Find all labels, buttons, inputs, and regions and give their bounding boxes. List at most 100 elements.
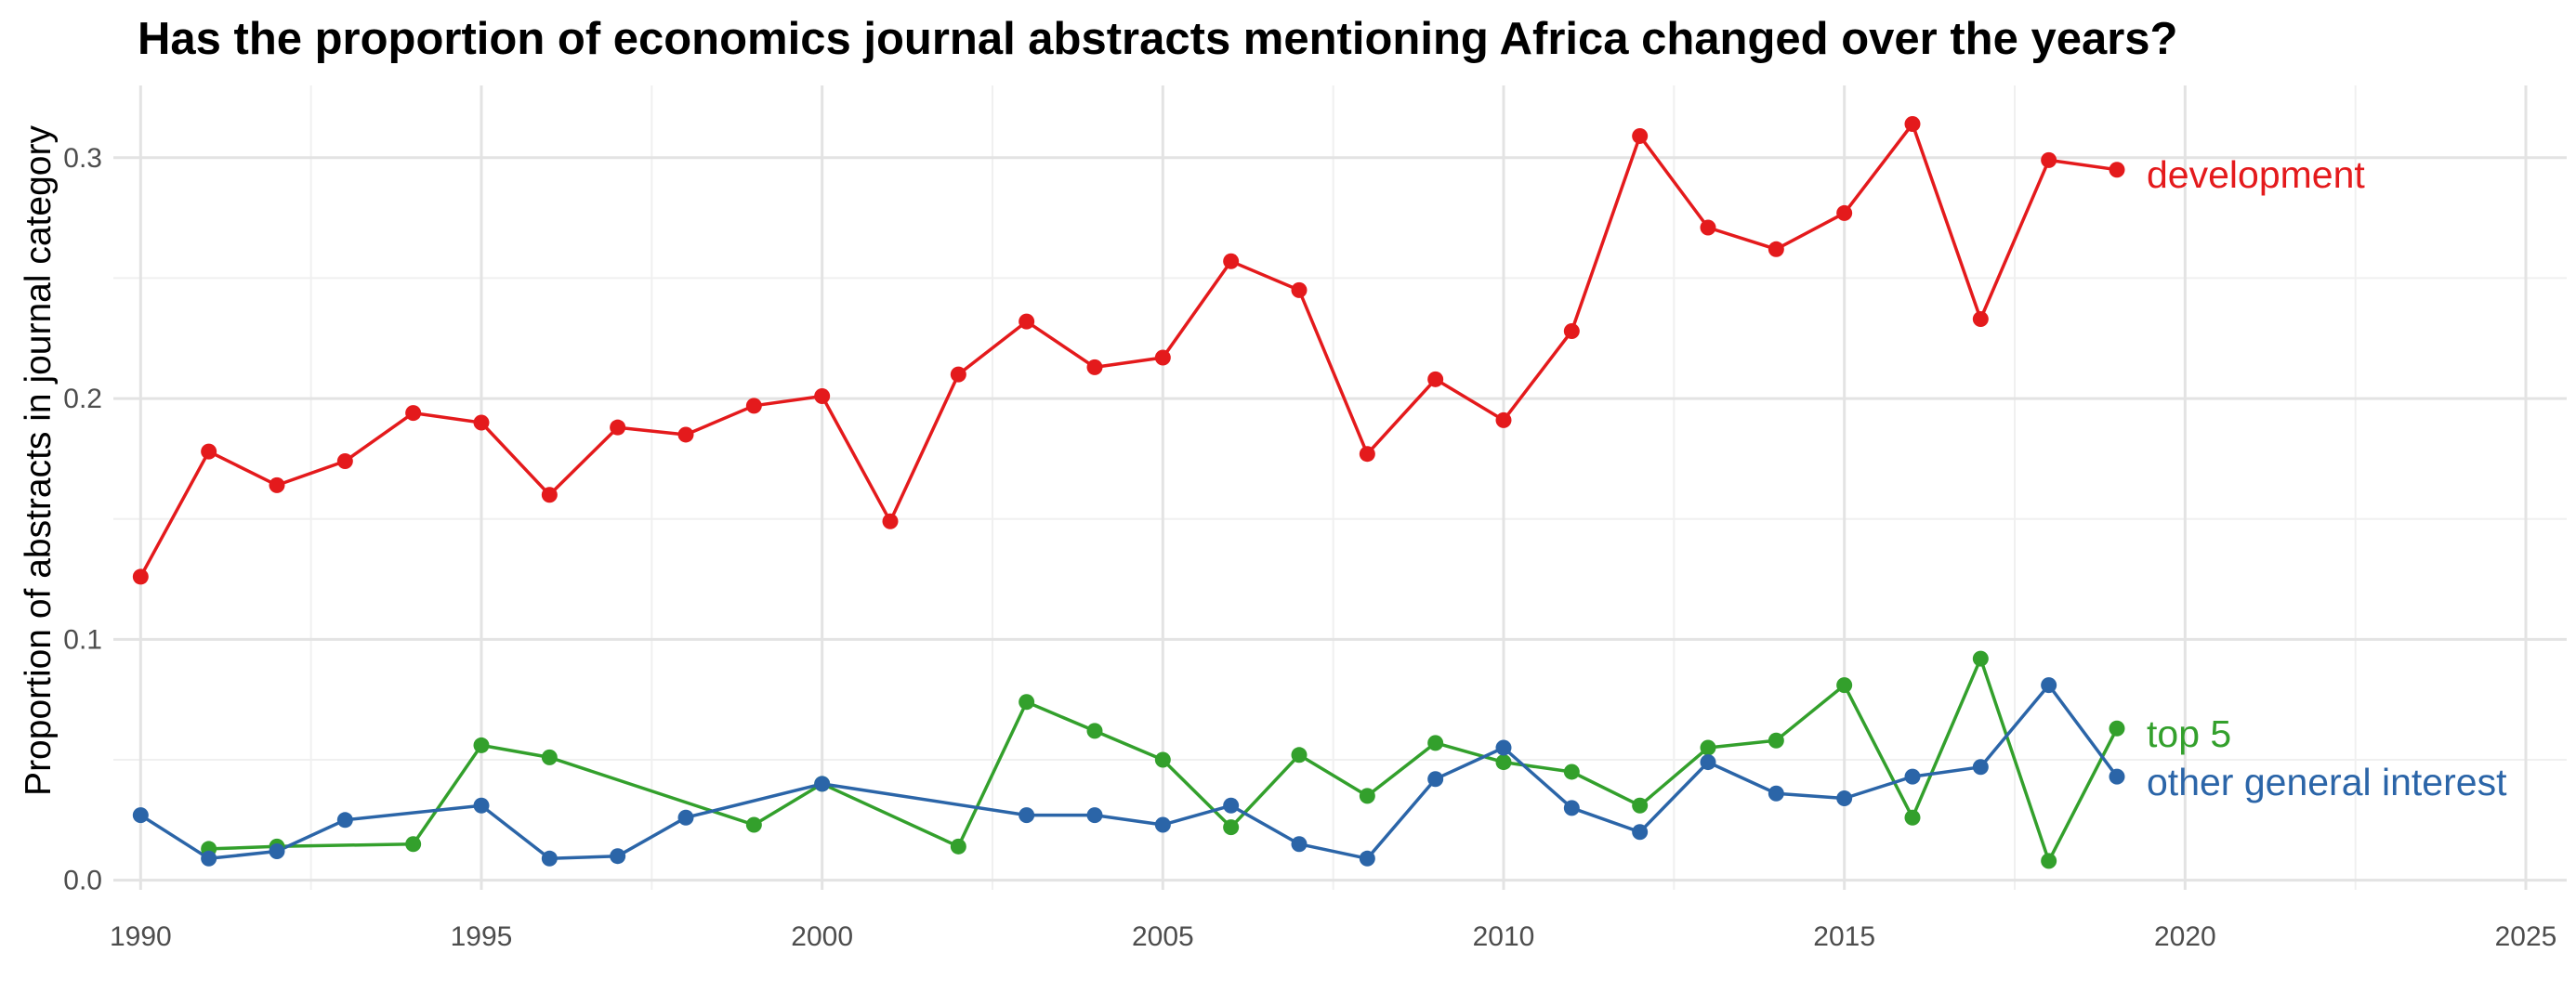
minor-gridlines [113, 85, 2567, 890]
data-point-development [201, 443, 217, 460]
data-point-development [1019, 313, 1035, 330]
data-point-development [1904, 115, 1921, 132]
data-point-other-general-interest [336, 812, 353, 829]
data-point-development [1359, 446, 1375, 463]
data-point-development [950, 366, 966, 383]
data-point-other-general-interest [1904, 768, 1921, 785]
x-tick-label: 2020 [2154, 921, 2216, 952]
data-point-development [1086, 359, 1103, 375]
data-point-development [745, 398, 762, 414]
x-tick-label: 2000 [791, 921, 853, 952]
data-point-other-general-interest [2109, 768, 2125, 785]
data-point-top-5 [1154, 751, 1171, 768]
data-point-development [814, 387, 831, 404]
data-point-development [1495, 411, 1512, 428]
data-point-other-general-interest [610, 848, 626, 865]
x-tick-label: 1990 [110, 921, 172, 952]
data-point-top-5 [1291, 747, 1308, 764]
data-point-other-general-interest [1291, 836, 1308, 853]
data-point-top-5 [1223, 819, 1240, 836]
y-axis-label: Proportion of abstracts in journal categ… [19, 125, 59, 796]
data-point-development [2109, 162, 2125, 178]
data-point-development [1632, 127, 1649, 144]
data-point-other-general-interest [1154, 816, 1171, 833]
data-point-other-general-interest [1632, 824, 1649, 841]
data-point-other-general-interest [1563, 800, 1580, 816]
data-point-top-5 [1972, 650, 1989, 667]
series-line-other-general-interest [139, 683, 2119, 861]
data-point-top-5 [1836, 677, 1853, 694]
x-tick-label: 2015 [1813, 921, 1875, 952]
data-point-development [541, 487, 558, 503]
series-labels: development top 5 other general interest [2147, 153, 2507, 803]
data-point-top-5 [1904, 809, 1921, 826]
data-point-top-5 [1359, 788, 1375, 804]
data-point-development [2041, 151, 2057, 168]
data-point-development [405, 405, 422, 422]
x-tick-label: 2010 [1473, 921, 1535, 952]
data-point-development [473, 414, 490, 431]
data-point-top-5 [1086, 723, 1103, 739]
chart-title: Has the proportion of economics journal … [138, 14, 2178, 64]
data-point-top-5 [405, 836, 422, 853]
data-point-top-5 [1700, 739, 1716, 756]
data-point-development [1563, 322, 1580, 339]
data-point-top-5 [745, 816, 762, 833]
data-point-other-general-interest [1836, 790, 1853, 806]
data-point-other-general-interest [132, 807, 149, 824]
data-point-development [1768, 241, 1784, 257]
data-point-other-general-interest [269, 843, 285, 860]
series-label-other-general-interest: other general interest [2147, 761, 2507, 803]
data-point-development [1836, 204, 1853, 221]
y-tick-label: 0.1 [63, 624, 102, 655]
data-point-other-general-interest [2041, 677, 2057, 694]
data-point-other-general-interest [677, 809, 694, 826]
data-point-top-5 [1427, 735, 1444, 751]
data-point-development [1291, 281, 1308, 298]
data-point-other-general-interest [1700, 754, 1716, 771]
data-point-other-general-interest [1223, 797, 1240, 814]
data-point-top-5 [2041, 853, 2057, 869]
data-point-development [1154, 349, 1171, 366]
y-tick-label: 0.3 [63, 143, 102, 174]
data-point-other-general-interest [541, 850, 558, 867]
data-point-top-5 [1019, 694, 1035, 711]
data-point-top-5 [2109, 720, 2125, 737]
data-point-development [1700, 219, 1716, 236]
data-point-development [269, 476, 285, 493]
data-point-development [677, 426, 694, 443]
x-tick-label: 2025 [2495, 921, 2557, 952]
data-point-top-5 [1768, 732, 1784, 749]
data-point-top-5 [1495, 754, 1512, 771]
data-point-development [1427, 371, 1444, 387]
data-point-other-general-interest [1359, 850, 1375, 867]
data-point-top-5 [473, 737, 490, 753]
data-point-development [1972, 311, 1989, 328]
data-point-development [336, 452, 353, 469]
data-point-other-general-interest [1019, 807, 1035, 824]
data-point-other-general-interest [473, 797, 490, 814]
series-points [132, 115, 2125, 869]
data-point-development [1223, 253, 1240, 269]
major-gridlines [113, 85, 2567, 890]
series-line-development [138, 122, 2118, 578]
data-point-other-general-interest [1427, 771, 1444, 788]
data-point-top-5 [541, 749, 558, 765]
series-lines [138, 122, 2119, 863]
x-tick-label: 2005 [1132, 921, 1194, 952]
y-tick-label: 0.2 [63, 384, 102, 414]
data-point-other-general-interest [201, 850, 217, 867]
data-point-top-5 [1563, 764, 1580, 780]
data-point-other-general-interest [814, 776, 831, 792]
data-point-development [610, 419, 626, 436]
series-label-development: development [2147, 153, 2365, 196]
data-point-development [132, 568, 149, 585]
data-point-other-general-interest [1768, 785, 1784, 802]
y-tick-label: 0.0 [63, 866, 102, 896]
data-point-top-5 [950, 838, 966, 855]
series-label-top-5: top 5 [2147, 712, 2231, 755]
data-point-other-general-interest [1495, 739, 1512, 756]
x-axis-ticks: 1990 1995 2000 2005 2010 2015 2020 2025 [110, 921, 2556, 952]
x-tick-label: 1995 [451, 921, 513, 952]
